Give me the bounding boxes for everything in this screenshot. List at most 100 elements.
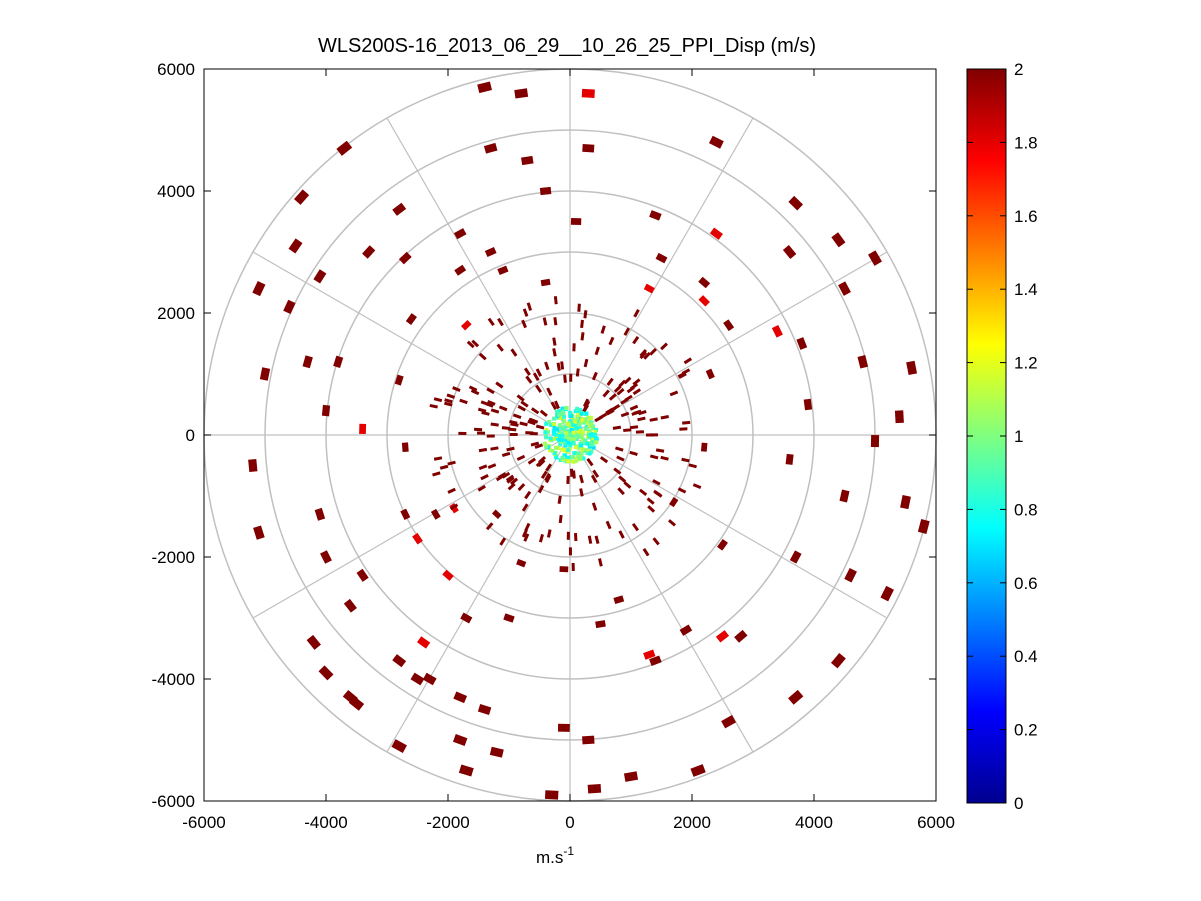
cluster-point [574,457,579,462]
cluster-point [566,459,571,464]
data-point [471,339,480,348]
data-point [679,427,688,431]
data-point [433,456,443,461]
data-point [591,371,598,381]
cluster-point [542,441,547,446]
colorbar-tick-label: 0.4 [1014,647,1038,666]
cluster-point [548,422,553,427]
data-point [552,348,557,357]
polar-spoke-210 [252,434,571,619]
data-point [525,431,534,435]
cluster-point [579,452,584,457]
data-point [454,264,467,276]
data-point [586,458,594,467]
cluster-point [560,406,565,411]
polar-spoke-60 [569,117,754,436]
x-tick-label: -2000 [426,813,469,832]
cluster-point [585,450,590,455]
data-point [654,490,663,498]
data-point [721,715,737,729]
cluster-point [558,422,563,427]
data-point [477,407,487,413]
cluster-point [562,448,567,453]
data-point [439,464,449,470]
cluster-point [554,436,559,441]
data-point [430,508,441,520]
cluster-point [572,436,577,441]
data-point [623,481,632,489]
data-point [429,403,438,409]
data-point [708,135,724,149]
data-point [524,522,531,532]
polar-spoke-120 [386,117,571,436]
cluster-point [562,425,567,430]
data-point [392,654,407,668]
data-point [599,456,609,464]
data-point [484,246,497,258]
data-point [506,446,515,452]
cluster-point [576,456,581,461]
data-point [478,447,488,453]
x-axis-label-text: m.s [536,848,563,867]
data-point [553,317,558,326]
cluster-point [593,432,598,437]
cluster-point [588,432,593,437]
cluster-point [578,408,583,413]
data-point [649,417,658,422]
data-point [306,634,321,650]
data-point [283,299,296,315]
data-point [474,427,483,432]
data-point [514,88,529,99]
data-point [495,474,505,482]
x-axis-label: m.s-1 [536,844,574,867]
data-point [789,550,802,564]
cluster-point [594,436,599,441]
data-point [527,457,537,465]
data-point [613,385,622,393]
cluster-point [562,453,567,458]
cluster-point [544,421,549,426]
data-point [629,425,639,430]
cluster-point [551,436,556,441]
data-point [587,535,593,544]
data-point [592,469,600,478]
data-point [649,210,662,221]
data-point [683,357,693,365]
data-point [447,460,456,466]
data-point [444,398,453,404]
data-point [839,489,850,503]
data-point [320,550,332,564]
cluster-point [556,445,561,450]
data-point [444,401,453,407]
data-point [569,373,573,382]
colorbar-tick-label: 1.4 [1014,280,1038,299]
data-point [868,250,882,266]
data-point [458,764,474,777]
data-point [572,470,576,479]
cluster-point [547,448,552,453]
data-point [478,352,487,361]
polar-spoke-30 [569,251,888,436]
cluster-point [573,419,578,424]
cluster-point [586,448,591,453]
data-point [538,533,544,543]
cluster-point [558,415,563,420]
data-point [477,704,492,715]
data-point [554,400,560,410]
data-point [575,368,580,377]
cluster-point [568,431,573,436]
cluster-point [574,426,579,431]
data-point [477,431,486,435]
x-tick-label: 6000 [917,813,955,832]
data-point [505,474,515,482]
data-point [633,309,640,318]
data-point [416,636,431,649]
y-tick-label: 0 [186,426,195,445]
data-point [906,360,918,376]
data-point [618,530,625,539]
data-point [660,342,668,351]
cluster-point [570,455,575,460]
data-point [880,585,894,602]
data-point [560,361,565,370]
data-point [252,281,266,297]
